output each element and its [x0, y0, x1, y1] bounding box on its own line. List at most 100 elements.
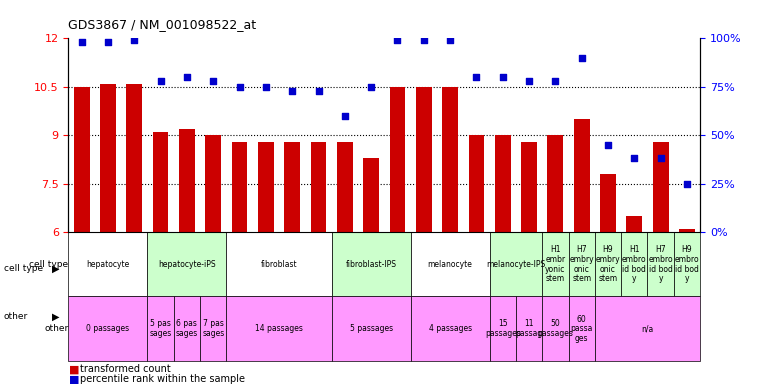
Bar: [390, 87, 406, 232]
Bar: [600, 174, 616, 232]
Text: 4 passages: 4 passages: [428, 324, 472, 333]
Text: H7
embry
onic
stem: H7 embry onic stem: [569, 245, 594, 283]
Text: 7 pas
sages: 7 pas sages: [202, 319, 224, 338]
Point: [234, 84, 246, 90]
Text: fibroblast: fibroblast: [261, 260, 298, 269]
Bar: [568, 232, 595, 296]
Point: [575, 55, 587, 61]
Bar: [516, 296, 542, 361]
Bar: [200, 296, 227, 361]
Text: 15
passages: 15 passages: [485, 319, 521, 338]
Bar: [126, 84, 142, 232]
Text: H7
embro
id bod
y: H7 embro id bod y: [648, 245, 673, 283]
Bar: [205, 135, 221, 232]
Text: H9
embro
id bod
y: H9 embro id bod y: [675, 245, 699, 283]
Bar: [231, 142, 247, 232]
Bar: [337, 142, 352, 232]
Bar: [153, 132, 168, 232]
Bar: [148, 232, 227, 296]
Text: H9
embry
onic
stem: H9 embry onic stem: [596, 245, 620, 283]
Text: H1
embr
yonic
stem: H1 embr yonic stem: [545, 245, 565, 283]
Text: hepatocyte-iPS: hepatocyte-iPS: [158, 260, 215, 269]
Point: [418, 37, 430, 43]
Bar: [411, 232, 489, 296]
Text: 0 passages: 0 passages: [87, 324, 129, 333]
Bar: [542, 232, 568, 296]
Bar: [100, 84, 116, 232]
Bar: [68, 232, 148, 296]
Bar: [673, 232, 700, 296]
Text: H1
embro
id bod
y: H1 embro id bod y: [622, 245, 647, 283]
Bar: [469, 135, 484, 232]
Point: [313, 88, 325, 94]
Bar: [74, 87, 90, 232]
Point: [365, 84, 377, 90]
Text: cell type: cell type: [4, 264, 43, 273]
Bar: [595, 296, 700, 361]
Bar: [442, 87, 458, 232]
Text: 60
passa
ges: 60 passa ges: [571, 314, 593, 343]
Text: 11
passag: 11 passag: [515, 319, 543, 338]
Point: [654, 155, 667, 161]
Point: [549, 78, 562, 84]
Point: [497, 74, 509, 80]
Bar: [574, 119, 590, 232]
Bar: [310, 142, 326, 232]
Bar: [227, 232, 332, 296]
Point: [75, 39, 88, 45]
Point: [181, 74, 193, 80]
Text: melanocyte-IPS: melanocyte-IPS: [486, 260, 546, 269]
Text: 5 pas
sages: 5 pas sages: [149, 319, 172, 338]
Text: melanocyte: melanocyte: [428, 260, 473, 269]
Text: 14 passages: 14 passages: [255, 324, 303, 333]
Text: other: other: [4, 312, 28, 321]
Text: percentile rank within the sample: percentile rank within the sample: [80, 374, 245, 384]
Point: [286, 88, 298, 94]
Text: 5 passages: 5 passages: [349, 324, 393, 333]
Point: [128, 37, 140, 43]
Bar: [411, 296, 489, 361]
Text: transformed count: transformed count: [80, 364, 170, 374]
Point: [260, 84, 272, 90]
Bar: [679, 229, 695, 232]
Point: [681, 180, 693, 187]
Text: ▶: ▶: [52, 312, 59, 322]
Bar: [621, 232, 648, 296]
Point: [444, 37, 456, 43]
Point: [207, 78, 219, 84]
Point: [154, 78, 167, 84]
Bar: [68, 296, 148, 361]
Bar: [332, 232, 411, 296]
Text: 50
passages: 50 passages: [537, 319, 573, 338]
Point: [523, 78, 535, 84]
Text: cell type: cell type: [30, 260, 68, 269]
Text: other: other: [44, 324, 68, 333]
Text: 6 pas
sages: 6 pas sages: [176, 319, 198, 338]
Bar: [258, 142, 274, 232]
Bar: [547, 135, 563, 232]
Bar: [332, 296, 411, 361]
Bar: [489, 232, 542, 296]
Bar: [148, 296, 174, 361]
Bar: [179, 129, 195, 232]
Bar: [363, 158, 379, 232]
Text: hepatocyte: hepatocyte: [86, 260, 129, 269]
Bar: [495, 135, 511, 232]
Bar: [653, 142, 669, 232]
Point: [339, 113, 351, 119]
Text: fibroblast-IPS: fibroblast-IPS: [345, 260, 396, 269]
Text: ■: ■: [68, 374, 79, 384]
Bar: [489, 296, 516, 361]
Point: [102, 39, 114, 45]
Bar: [626, 216, 642, 232]
Bar: [285, 142, 300, 232]
Text: ▶: ▶: [52, 264, 59, 274]
Point: [602, 142, 614, 148]
Bar: [568, 296, 595, 361]
Point: [470, 74, 482, 80]
Text: n/a: n/a: [642, 324, 654, 333]
Text: GDS3867 / NM_001098522_at: GDS3867 / NM_001098522_at: [68, 18, 256, 31]
Bar: [174, 296, 200, 361]
Text: ■: ■: [68, 364, 79, 374]
Point: [629, 155, 641, 161]
